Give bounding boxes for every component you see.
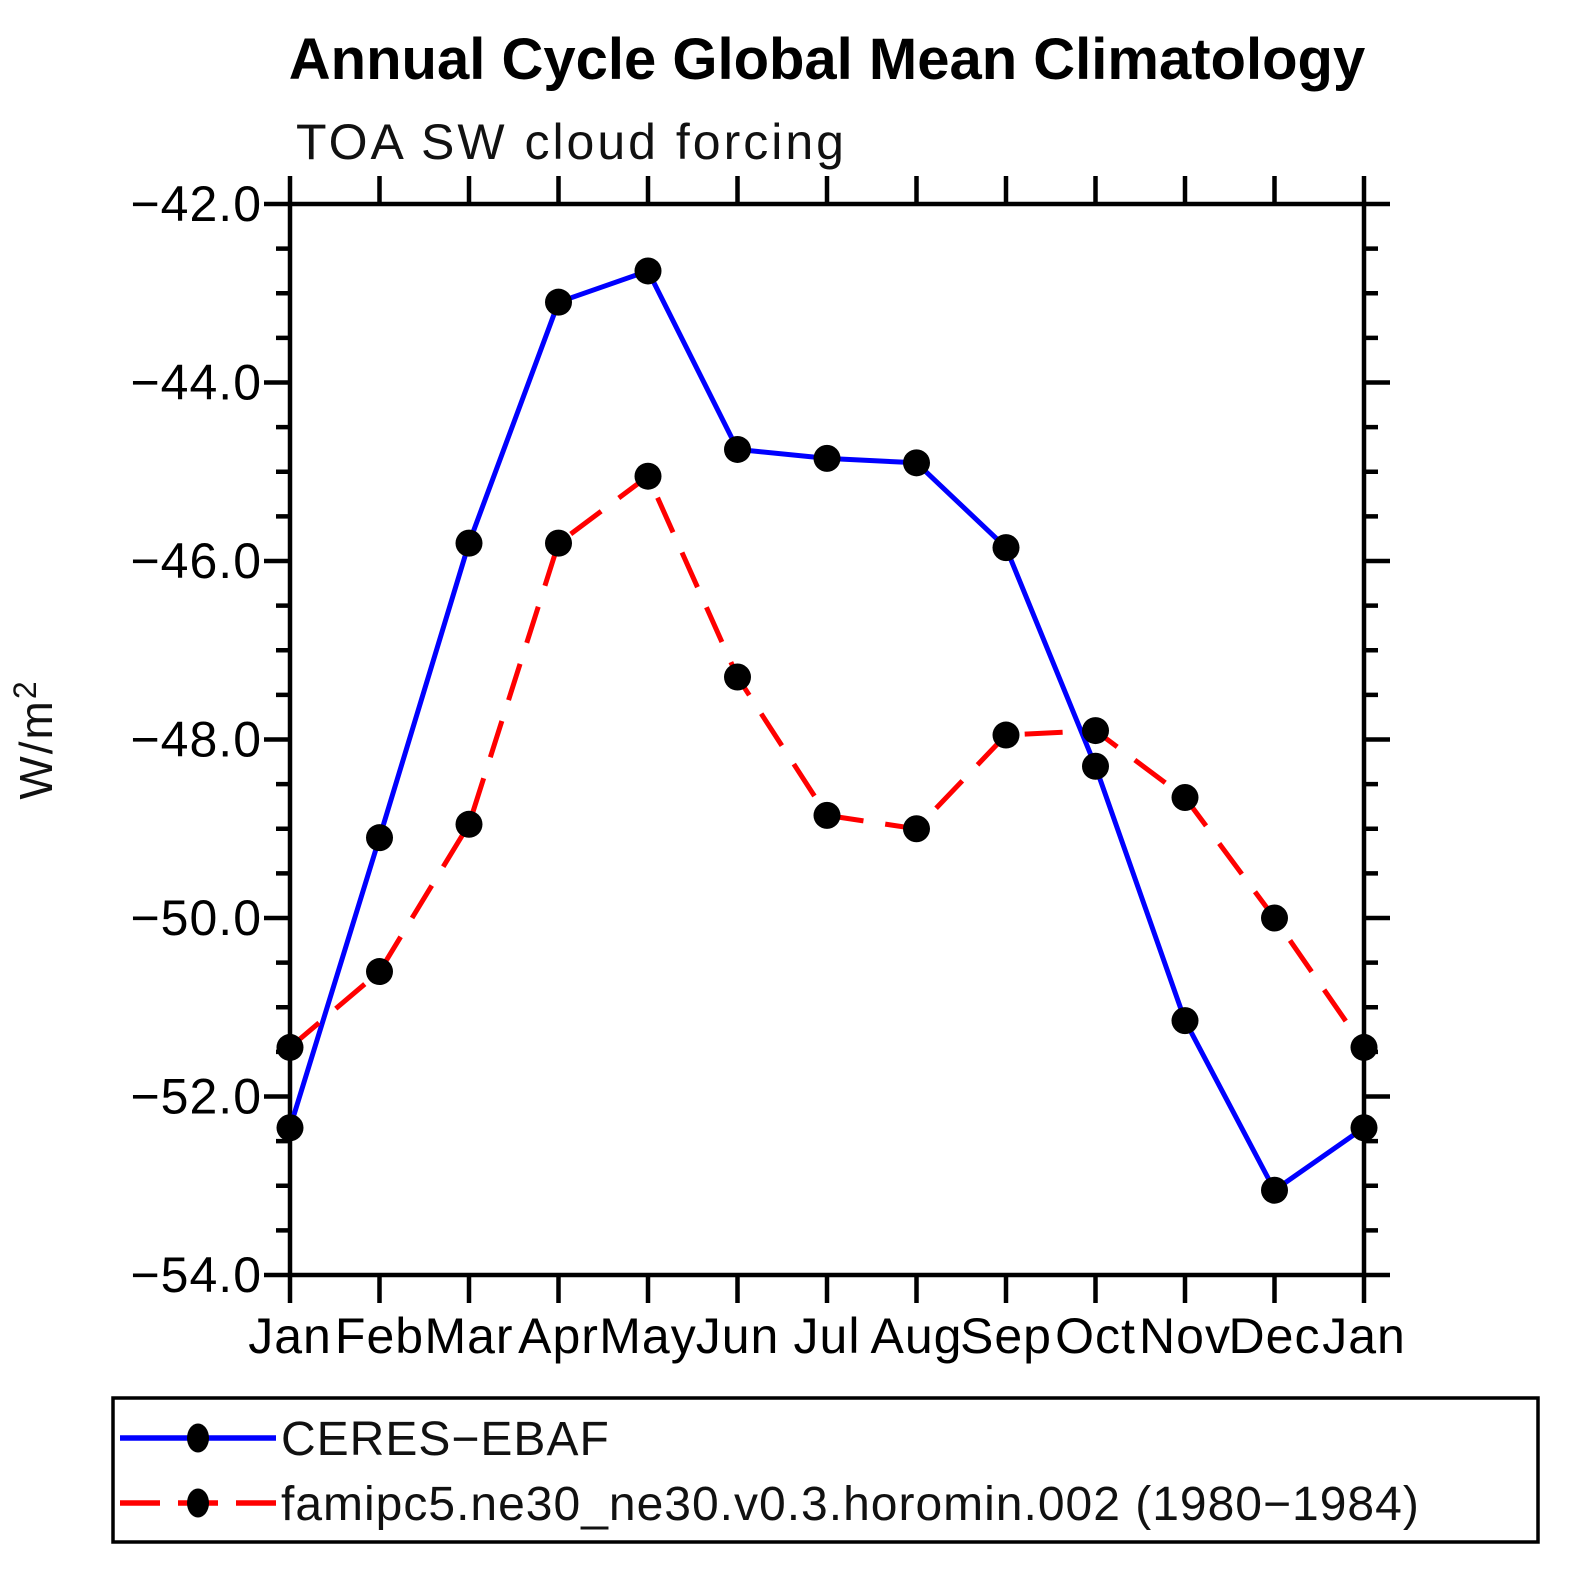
data-point-marker <box>992 721 1020 749</box>
y-tick-label: −48.0 <box>130 712 262 768</box>
data-point-marker <box>1350 1033 1378 1061</box>
data-point-marker <box>992 534 1020 562</box>
chart-subtitle: TOA SW cloud forcing <box>296 114 847 170</box>
data-point-marker <box>366 824 393 852</box>
x-tick-label: Oct <box>1055 1308 1136 1364</box>
x-tick-label: Jun <box>696 1308 780 1364</box>
data-point-marker <box>1171 1007 1199 1035</box>
x-tick-label: Jan <box>1322 1308 1406 1364</box>
data-point-marker <box>455 810 483 838</box>
data-point-marker <box>1171 784 1199 812</box>
x-tick-label: Aug <box>871 1308 963 1364</box>
data-point-marker <box>1261 1176 1288 1204</box>
legend-marker <box>187 1423 209 1453</box>
x-tick-label: Jan <box>248 1308 332 1364</box>
data-point-marker <box>724 435 751 463</box>
x-tick-label: Mar <box>424 1308 513 1364</box>
x-tick-label: Sep <box>960 1308 1052 1364</box>
y-tick-label: −54.0 <box>130 1247 262 1303</box>
series-line-0 <box>287 268 1366 1193</box>
data-point-marker <box>903 449 930 477</box>
legend-box <box>111 1396 1540 1544</box>
series-line-1 <box>288 473 1367 1050</box>
data-point-marker <box>724 663 751 691</box>
legend: CERES−EBAF famipc5.ne30_ne30.v0.3.horomin… <box>111 1396 1540 1544</box>
y-axis-title: W/m2 <box>7 679 62 799</box>
legend-marker <box>187 1488 209 1518</box>
x-tick-label: Apr <box>518 1308 599 1364</box>
data-point-marker <box>813 801 841 829</box>
data-point-marker <box>276 1033 304 1061</box>
legend-label-1: famipc5.ne30_ne30.v0.3.horomin.002 (1980… <box>281 1478 1420 1531</box>
data-point-marker <box>276 1114 304 1142</box>
data-point-marker <box>455 529 483 557</box>
x-tick-label: Jul <box>794 1308 861 1364</box>
data-point-marker <box>1261 904 1288 932</box>
y-tick-label: −50.0 <box>130 890 262 946</box>
y-tick-label: −46.0 <box>130 533 262 589</box>
y-tick-label: −42.0 <box>130 176 262 232</box>
chart-title: Annual Cycle Global Mean Climatology <box>289 27 1365 92</box>
data-point-marker <box>1082 717 1109 745</box>
x-tick-label: Feb <box>335 1308 424 1364</box>
plot-frame <box>287 201 1367 1278</box>
data-point-marker <box>634 257 662 285</box>
data-point-marker <box>545 529 572 557</box>
x-tick-label: May <box>599 1308 696 1364</box>
y-tick-label: −52.0 <box>130 1069 262 1125</box>
data-point-marker <box>545 288 572 316</box>
x-tick-label: Nov <box>1139 1308 1231 1364</box>
data-point-marker <box>366 958 393 986</box>
data-point-marker <box>813 444 841 472</box>
legend-label-0: CERES−EBAF <box>281 1413 610 1466</box>
data-point-marker <box>1082 752 1109 780</box>
data-point-marker <box>634 462 662 490</box>
data-point-marker <box>1350 1114 1378 1142</box>
y-tick-label: −44.0 <box>130 355 262 411</box>
x-tick-label: Dec <box>1229 1308 1321 1364</box>
data-point-marker <box>903 815 930 843</box>
